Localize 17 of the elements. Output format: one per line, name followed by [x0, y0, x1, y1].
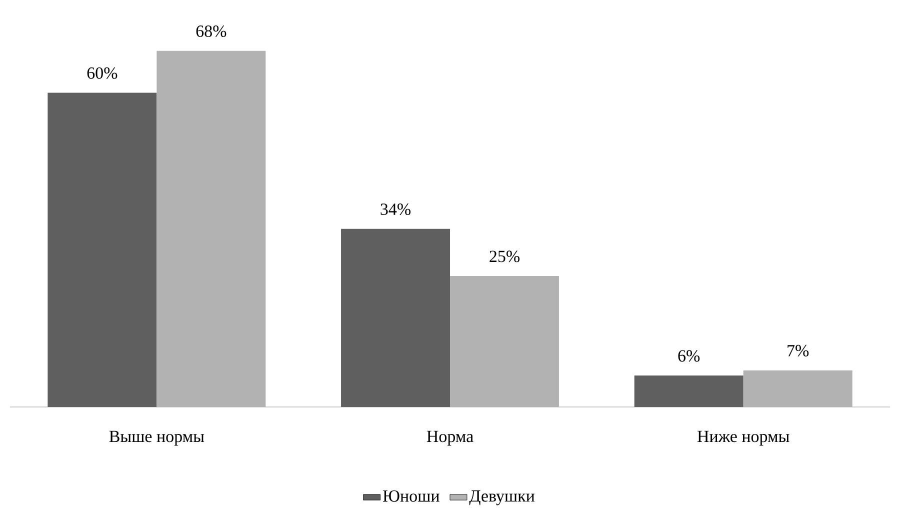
bar: [450, 276, 560, 407]
data-label: 34%: [380, 204, 411, 216]
x-tick-label: Норма: [426, 430, 474, 446]
bar: [743, 370, 852, 407]
x-tick-label: Ниже нормы: [697, 430, 790, 446]
bar: [48, 92, 157, 407]
data-label: 60%: [87, 67, 118, 79]
data-label: 25%: [490, 250, 520, 262]
x-tick-label: Выше нормы: [109, 430, 204, 446]
data-label: 6%: [678, 350, 700, 362]
data-label: 7%: [788, 344, 809, 356]
legend-label: Девушки: [469, 490, 535, 506]
bar: [156, 50, 266, 407]
data-label: 68%: [196, 25, 226, 37]
legend-label: Юноши: [383, 490, 440, 502]
bar: [634, 376, 744, 407]
bar: [341, 228, 450, 407]
